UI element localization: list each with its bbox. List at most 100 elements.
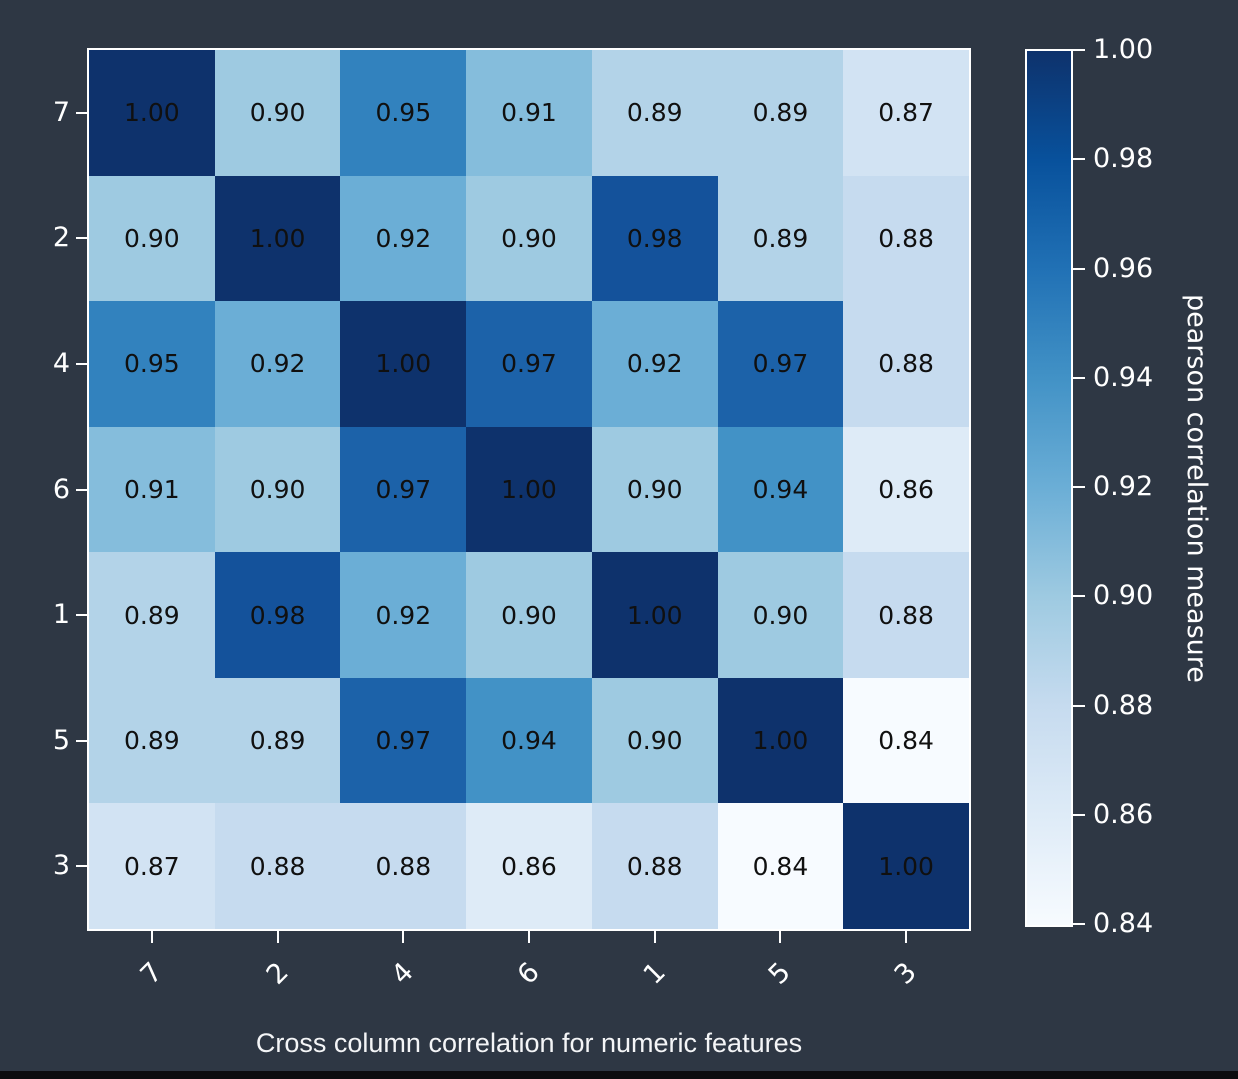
heatmap-cell: 0.90 xyxy=(89,175,215,302)
colorbar-tick-label: 0.92 xyxy=(1093,471,1154,502)
x-tick-mark xyxy=(653,931,656,943)
heatmap-cell: 0.90 xyxy=(717,552,844,678)
colorbar-tick-label: 0.84 xyxy=(1093,908,1154,939)
x-tick-label: 5 xyxy=(763,956,798,991)
colorbar-tick-label: 1.00 xyxy=(1093,34,1154,65)
heatmap-cell: 0.98 xyxy=(591,175,718,302)
chart-title: Cross column correlation for numeric fea… xyxy=(255,1028,803,1058)
x-tick-mark xyxy=(779,931,782,943)
heatmap-cell: 1.00 xyxy=(340,301,467,427)
heatmap-cell: 0.90 xyxy=(591,426,718,553)
heatmap-cell: 0.89 xyxy=(89,677,215,804)
heatmap-cell: 0.94 xyxy=(717,426,844,553)
heatmap-cell: 0.88 xyxy=(843,301,969,427)
bottom-strip xyxy=(0,1071,1238,1079)
colorbar-tick-mark xyxy=(1073,486,1085,488)
y-tick-label: 1 xyxy=(52,599,70,631)
colorbar-tick-mark xyxy=(1073,49,1085,51)
x-tick-mark xyxy=(528,931,530,943)
colorbar-tick-label: 0.96 xyxy=(1093,252,1154,284)
colorbar-tick-mark xyxy=(1073,923,1085,925)
y-tick-mark xyxy=(76,111,88,114)
x-tick-label: 4 xyxy=(385,956,420,991)
y-tick-label: 2 xyxy=(52,222,70,254)
heatmap-cell: 0.88 xyxy=(591,803,718,929)
heatmap-cell: 0.90 xyxy=(214,426,341,553)
colorbar-tick-mark xyxy=(1073,813,1085,816)
colorbar-tick-mark xyxy=(1073,595,1085,598)
colorbar xyxy=(1025,49,1073,927)
heatmap-cell: 0.92 xyxy=(340,175,467,302)
x-tick-mark xyxy=(402,931,405,943)
y-tick-label: 3 xyxy=(52,850,70,882)
y-tick-mark xyxy=(76,614,88,617)
x-tick-label: 6 xyxy=(511,956,546,991)
heatmap-cell: 0.88 xyxy=(214,803,341,929)
heatmap-cell: 0.91 xyxy=(466,50,592,176)
heatmap-cell: 0.86 xyxy=(843,426,969,553)
y-tick-mark xyxy=(76,237,88,240)
colorbar-tick-mark xyxy=(1073,376,1085,379)
heatmap-cell: 0.95 xyxy=(89,301,215,427)
heatmap-cell: 0.97 xyxy=(340,677,467,804)
colorbar-tick-mark xyxy=(1073,267,1085,270)
heatmap-cell: 0.87 xyxy=(843,50,969,176)
colorbar-tick-label: 0.94 xyxy=(1093,361,1154,393)
y-tick-label: 7 xyxy=(52,96,70,128)
heatmap-cell: 0.84 xyxy=(843,677,969,804)
heatmap-cell: 1.00 xyxy=(466,426,592,553)
y-tick-mark xyxy=(76,865,88,868)
heatmap-cell: 0.92 xyxy=(591,301,718,427)
y-tick-mark xyxy=(76,488,88,491)
heatmap-cell: 0.89 xyxy=(717,50,844,176)
heatmap-cell: 0.90 xyxy=(591,677,718,804)
heatmap-cell: 0.84 xyxy=(717,803,844,929)
heatmap-cell: 0.98 xyxy=(214,552,341,678)
x-tick-label: 1 xyxy=(637,956,672,991)
y-tick-label: 5 xyxy=(52,724,70,756)
heatmap-cell: 0.97 xyxy=(466,301,592,427)
colorbar-tick-mark xyxy=(1073,158,1085,161)
heatmap-cell: 1.00 xyxy=(591,552,718,678)
heatmap-cell: 0.89 xyxy=(717,175,844,302)
colorbar-tick-label: 0.98 xyxy=(1093,143,1154,175)
heatmap-cell: 0.88 xyxy=(843,552,969,678)
y-tick-mark xyxy=(76,739,88,742)
heatmap-cell: 0.97 xyxy=(717,301,844,427)
y-tick-mark xyxy=(76,362,88,365)
colorbar-tick-label: 0.88 xyxy=(1093,689,1154,721)
x-tick-label: 7 xyxy=(134,956,169,991)
heatmap-cell: 0.86 xyxy=(466,803,592,929)
x-tick-label: 3 xyxy=(888,956,923,991)
colorbar-tick-label: 0.90 xyxy=(1093,580,1154,612)
colorbar-axis-label: pearson correlation measure xyxy=(1181,293,1212,683)
heatmap-cell: 0.91 xyxy=(89,426,215,553)
y-tick-label: 6 xyxy=(52,473,70,505)
heatmap-cell: 0.89 xyxy=(591,50,718,176)
heatmap-cell: 0.92 xyxy=(340,552,467,678)
x-tick-mark xyxy=(905,931,908,943)
y-tick-label: 4 xyxy=(52,347,70,379)
heatmap-cell: 1.00 xyxy=(89,50,215,176)
heatmap-cell: 0.92 xyxy=(214,301,341,427)
heatmap-cell: 0.90 xyxy=(214,50,341,176)
x-tick-mark xyxy=(276,931,279,943)
heatmap-cell: 1.00 xyxy=(717,677,844,804)
heatmap-cell: 0.95 xyxy=(340,50,467,176)
heatmap-cell: 0.90 xyxy=(466,175,592,302)
heatmap-cell: 0.90 xyxy=(466,552,592,678)
heatmap-cell: 0.89 xyxy=(214,677,341,804)
heatmap-grid: 1.00 0.90 0.95 0.91 0.89 0.89 0.87 0.90 1.00 0.92… xyxy=(87,48,971,931)
heatmap-cell: 0.94 xyxy=(466,677,592,804)
x-tick-label: 2 xyxy=(260,956,295,991)
colorbar-tick-mark xyxy=(1073,704,1085,707)
colorbar-tick-label: 0.86 xyxy=(1093,798,1154,830)
heatmap-cell: 0.89 xyxy=(89,552,215,678)
heatmap-cell: 0.88 xyxy=(340,803,467,929)
heatmap-cell: 0.97 xyxy=(340,426,467,553)
heatmap-cell: 0.87 xyxy=(89,803,215,929)
x-tick-mark xyxy=(150,931,153,943)
heatmap-cell: 1.00 xyxy=(214,175,341,302)
heatmap-cell: 0.88 xyxy=(843,175,969,302)
